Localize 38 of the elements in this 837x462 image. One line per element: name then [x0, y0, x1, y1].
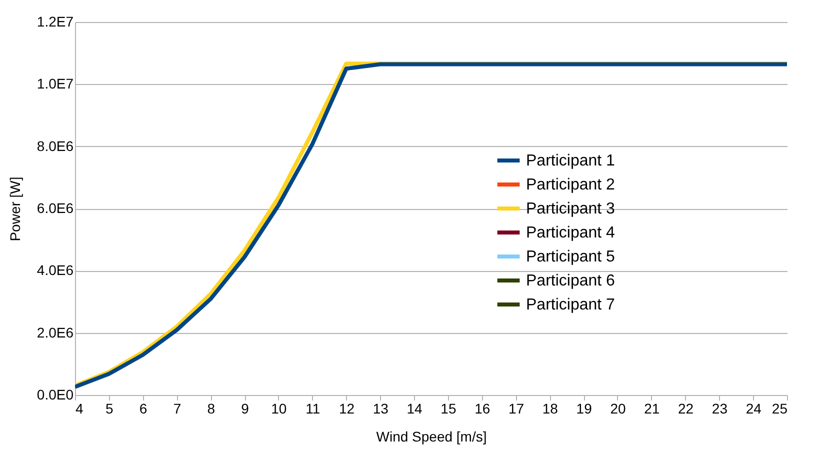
y-tick-label: 8.0E6 — [36, 138, 74, 154]
x-tick-label: 4 — [76, 400, 84, 416]
x-tick-label: 25 — [772, 400, 788, 416]
x-tick-label: 13 — [372, 400, 389, 416]
x-tick-label: 24 — [746, 400, 762, 416]
y-tick-label: 2.0E6 — [36, 324, 74, 340]
x-tick-label: 5 — [106, 400, 114, 416]
x-tick-label: 6 — [139, 400, 148, 416]
y-axis-title: Power [W] — [6, 176, 23, 242]
legend-label: Participant 3 — [526, 200, 616, 218]
x-tick-label: 20 — [610, 400, 626, 416]
x-tick-label: 19 — [576, 400, 592, 416]
x-tick-label: 18 — [542, 400, 558, 416]
x-tick-label: 11 — [306, 400, 320, 416]
y-tick-label: 1.2E7 — [36, 14, 74, 30]
x-tick-label: 10 — [271, 400, 287, 416]
y-tick-label: 4.0E6 — [36, 262, 74, 278]
x-tick-label: 15 — [440, 400, 456, 416]
legend-label: Participant 7 — [526, 296, 616, 314]
x-tick-label: 16 — [474, 400, 490, 416]
y-tick-label: 6.0E6 — [36, 200, 74, 216]
x-tick-label: 8 — [207, 400, 216, 416]
y-tick-label: 0.0E0 — [36, 386, 74, 402]
legend-label: Participant 5 — [526, 248, 616, 266]
x-tick-label: 23 — [712, 400, 728, 416]
x-tick-label: 22 — [678, 400, 694, 416]
x-tick-label: 12 — [338, 400, 355, 416]
x-tick-label: 21 — [644, 400, 660, 416]
legend-label: Participant 2 — [526, 176, 616, 194]
legend-label: Participant 1 — [526, 152, 616, 170]
legend-label: Participant 6 — [526, 272, 616, 290]
x-tick-label: 9 — [241, 400, 250, 416]
x-axis-title: Wind Speed [m/s] — [376, 428, 487, 444]
legend-label: Participant 4 — [526, 224, 616, 242]
x-tick-label: 14 — [406, 400, 423, 416]
y-tick-label: 1.0E7 — [36, 76, 74, 92]
x-tick-label: 7 — [173, 400, 182, 416]
x-tick-label: 17 — [508, 400, 524, 416]
